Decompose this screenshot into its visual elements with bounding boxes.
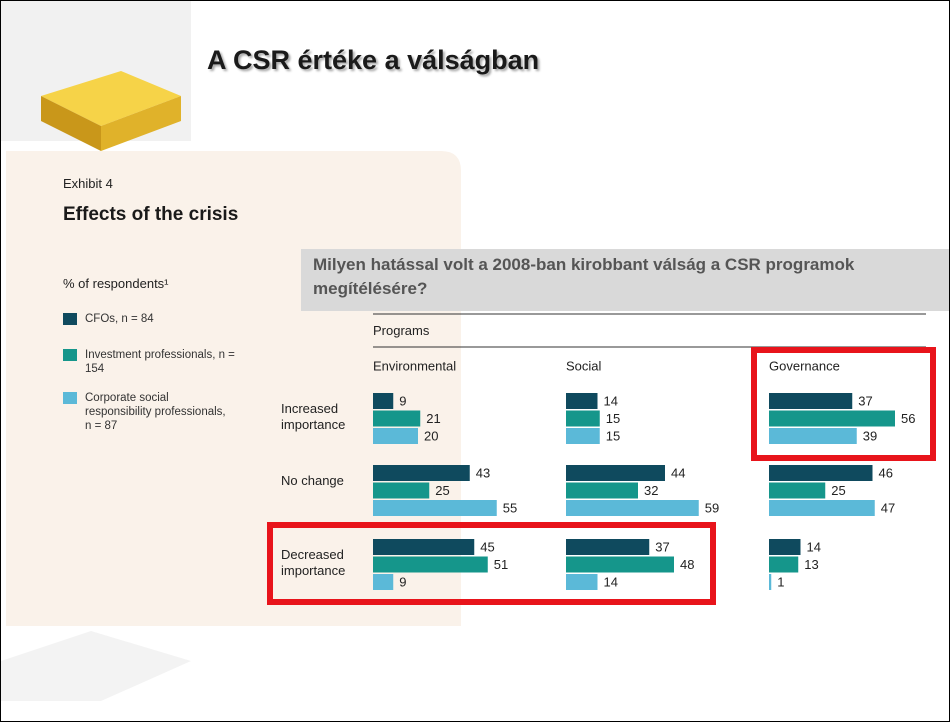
- value-label: 47: [881, 500, 895, 515]
- value-label: 56: [901, 411, 915, 426]
- bar: [566, 465, 665, 481]
- bar: [373, 574, 393, 590]
- bar: [373, 428, 418, 444]
- value-label: 45: [480, 539, 494, 554]
- bar: [566, 483, 638, 499]
- bar: [373, 539, 474, 555]
- value-label: 9: [399, 574, 406, 589]
- bar: [373, 500, 497, 516]
- bar: [566, 393, 598, 409]
- legend-swatch: [63, 392, 77, 404]
- bar: [373, 465, 470, 481]
- value-label: 13: [804, 557, 818, 572]
- value-label: 20: [424, 428, 438, 443]
- bar: [769, 465, 873, 481]
- bar: [373, 557, 488, 573]
- bar: [566, 574, 598, 590]
- value-label: 55: [503, 500, 517, 515]
- row-label: Decreased importance: [281, 547, 366, 579]
- value-label: 14: [807, 539, 821, 554]
- group-header: Social: [566, 358, 602, 373]
- value-label: 1: [777, 574, 784, 589]
- legend-label: CFOs, n = 84: [85, 312, 235, 326]
- value-label: 15: [606, 428, 620, 443]
- value-label: 25: [831, 483, 845, 498]
- bar: [769, 393, 852, 409]
- value-label: 14: [604, 574, 618, 589]
- value-label: 51: [494, 557, 508, 572]
- value-label: 15: [606, 411, 620, 426]
- value-label: 37: [655, 539, 669, 554]
- bar: [769, 500, 875, 516]
- legend-label: Corporate social responsibility professi…: [85, 391, 235, 433]
- bar: [769, 557, 798, 573]
- value-label: 21: [426, 411, 440, 426]
- row-label: No change: [281, 473, 366, 489]
- value-label: 32: [644, 483, 658, 498]
- bar: [373, 483, 429, 499]
- value-label: 9: [399, 393, 406, 408]
- value-label: 37: [858, 393, 872, 408]
- bar: [769, 483, 825, 499]
- group-header: Governance: [769, 358, 840, 373]
- bar: [769, 539, 801, 555]
- bar: [769, 411, 895, 427]
- value-label: 44: [671, 465, 685, 480]
- value-label: 39: [863, 428, 877, 443]
- value-label: 59: [705, 500, 719, 515]
- legend-swatch: [63, 313, 77, 325]
- legend-label: Investment professionals, n = 154: [85, 348, 235, 376]
- value-label: 46: [879, 465, 893, 480]
- bar: [566, 411, 600, 427]
- bar: [769, 574, 771, 590]
- row-label: Increased importance: [281, 401, 366, 433]
- legend-swatch: [63, 349, 77, 361]
- bar: [769, 428, 857, 444]
- slide: A CSR értéke a válságban Exhibit 4 Effec…: [0, 0, 950, 722]
- group-header: Environmental: [373, 358, 456, 373]
- bar: [373, 393, 393, 409]
- bar: [566, 557, 674, 573]
- bar: [566, 500, 699, 516]
- bar: [566, 428, 600, 444]
- bar: [566, 539, 649, 555]
- value-label: 43: [476, 465, 490, 480]
- value-label: 48: [680, 557, 694, 572]
- value-label: 25: [435, 483, 449, 498]
- value-label: 14: [604, 393, 618, 408]
- bar: [373, 411, 420, 427]
